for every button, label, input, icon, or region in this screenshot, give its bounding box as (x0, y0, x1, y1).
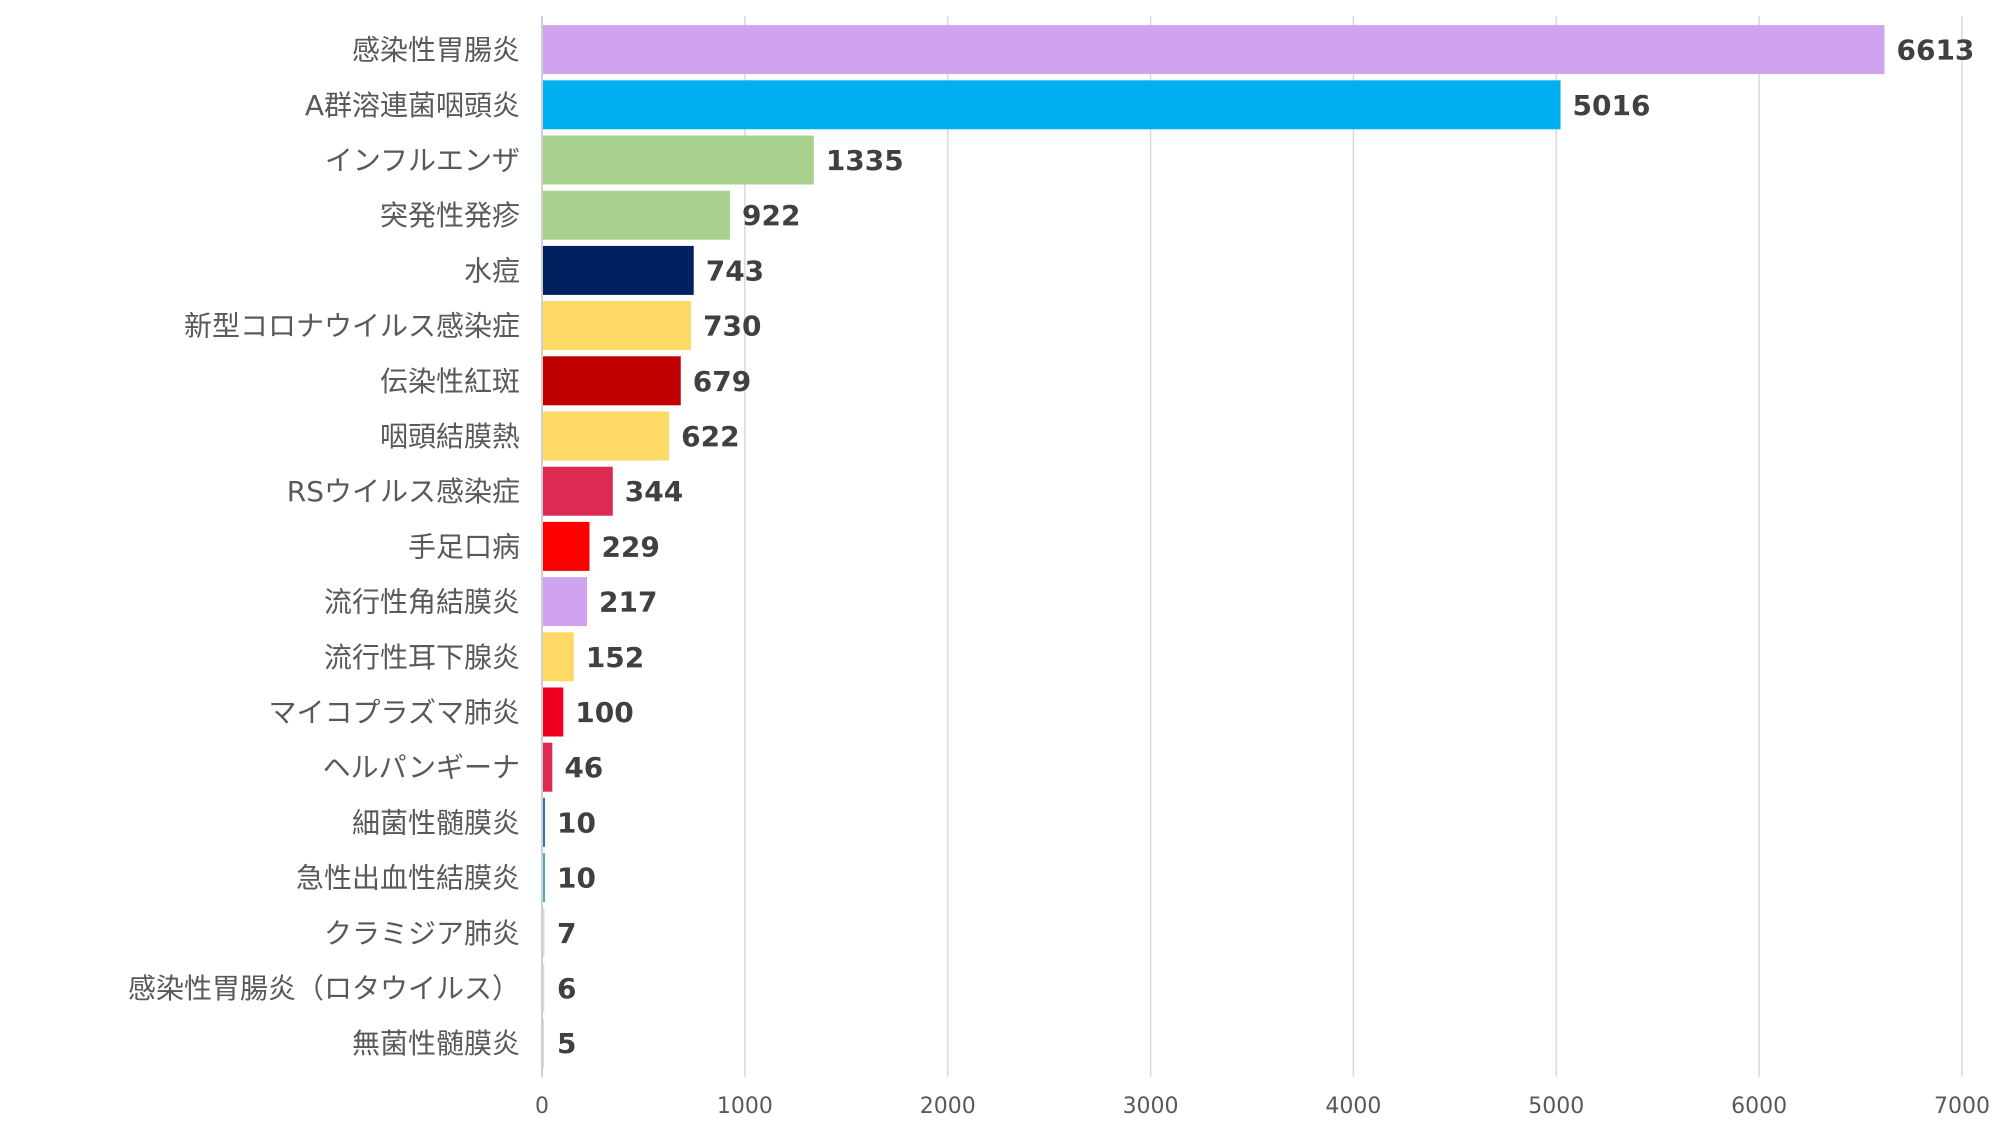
x-tick-label-4000: 4000 (1325, 1094, 1381, 1119)
bar-12 (543, 632, 574, 682)
bar-4 (543, 190, 731, 240)
category-label-5: 水痘 (464, 254, 520, 287)
bar-2 (543, 80, 1561, 130)
gridlines (541, 16, 1963, 1077)
bar-14 (543, 742, 553, 792)
value-label-5: 743 (706, 254, 764, 287)
bar-19 (543, 1018, 545, 1068)
category-label-16: 急性出血性結膜炎 (296, 862, 520, 895)
category-label-4: 突発性発疹 (380, 199, 520, 232)
value-label-11: 217 (599, 586, 657, 619)
bar-13 (543, 687, 564, 737)
category-label-14: ヘルパンギーナ (323, 751, 520, 784)
value-label-6: 730 (703, 310, 761, 343)
category-label-18: 感染性胃腸炎（ロタウイルス） (128, 972, 520, 1005)
category-label-8: 咽頭結膜熱 (380, 420, 520, 453)
category-label-13: マイコプラズマ肺炎 (269, 696, 520, 729)
value-label-14: 46 (564, 751, 603, 784)
bar-5 (543, 245, 694, 295)
x-tick-label-7000: 7000 (1934, 1094, 1990, 1119)
value-label-1: 6613 (1896, 34, 1974, 67)
bar-16 (543, 853, 546, 903)
category-label-7: 伝染性紅斑 (380, 365, 520, 398)
bar-11 (543, 577, 588, 627)
bar-9 (543, 466, 613, 516)
value-label-10: 229 (601, 530, 659, 563)
category-label-1: 感染性胃腸炎 (352, 34, 520, 67)
x-tick-label-6000: 6000 (1731, 1094, 1787, 1119)
bar-7 (543, 356, 681, 406)
category-label-11: 流行性角結膜炎 (324, 586, 520, 619)
bars (543, 25, 1885, 1068)
category-label-3: インフルエンザ (325, 144, 520, 177)
bar-15 (543, 797, 546, 847)
value-label-15: 10 (557, 806, 596, 839)
category-label-9: RSウイルス感染症 (287, 475, 520, 508)
bar-3 (543, 135, 814, 185)
value-label-4: 922 (742, 199, 800, 232)
bar-17 (543, 908, 545, 958)
x-tick-label-5000: 5000 (1528, 1094, 1584, 1119)
value-label-8: 622 (681, 420, 739, 453)
category-label-6: 新型コロナウイルス感染症 (184, 310, 520, 343)
category-labels: 感染性胃腸炎 A群溶連菌咽頭炎インフルエンザ突発性発疹水痘新型コロナウイルス感染症… (128, 34, 520, 1061)
bar-1 (543, 25, 1885, 75)
value-label-16: 10 (557, 862, 596, 895)
value-label-18: 6 (557, 972, 576, 1005)
value-label-12: 152 (586, 641, 644, 674)
bar-8 (543, 411, 670, 461)
value-label-13: 100 (575, 696, 633, 729)
x-tick-label-1000: 1000 (717, 1094, 773, 1119)
category-label-19: 無菌性髄膜炎 (352, 1027, 520, 1060)
bar-10 (543, 521, 590, 571)
category-label-15: 細菌性髄膜炎 (352, 806, 520, 839)
bar-6 (543, 301, 692, 351)
category-label-12: 流行性耳下腺炎 (324, 641, 520, 674)
category-label-10: 手足口病 (408, 530, 520, 563)
value-label-9: 344 (625, 475, 683, 508)
x-tick-label-0: 0 (535, 1094, 549, 1119)
value-label-2: 5016 (1573, 89, 1651, 122)
value-label-7: 679 (693, 365, 751, 398)
category-label-2: A群溶連菌咽頭炎 (305, 89, 520, 122)
value-label-17: 7 (557, 917, 576, 950)
bar-18 (543, 963, 545, 1013)
x-tick-label-3000: 3000 (1123, 1094, 1179, 1119)
value-label-3: 1335 (826, 144, 904, 177)
x-tick-label-2000: 2000 (920, 1094, 976, 1119)
value-label-19: 5 (557, 1027, 576, 1060)
value-labels: 6613 5016 1335 922 743 730 679 622 344 229 217 152 1… (557, 34, 1974, 1061)
x-axis-tick-labels: 0 1000 2000 3000 4000 5000 6000 7000 (535, 1094, 1990, 1119)
category-label-17: クラミジア肺炎 (324, 917, 520, 950)
